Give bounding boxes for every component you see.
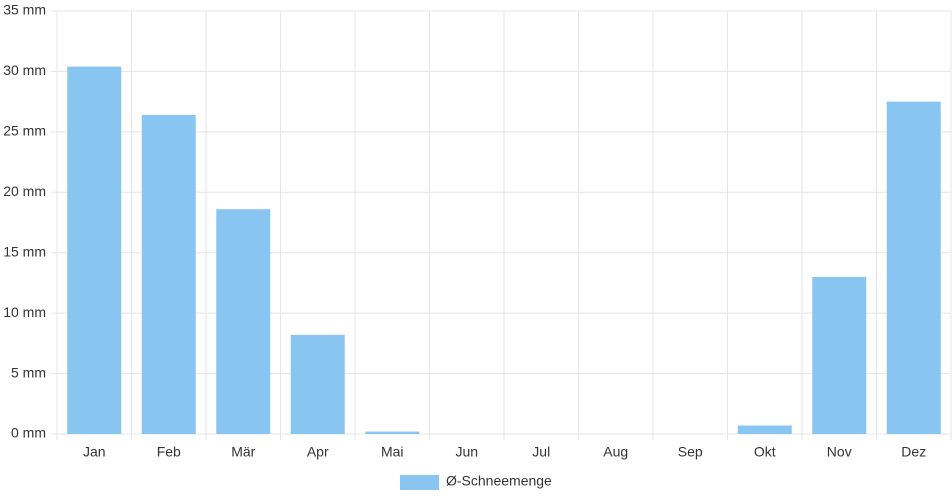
- x-tick-label: Aug: [603, 444, 628, 460]
- y-tick-label: 15 mm: [3, 243, 46, 259]
- legend-swatch: [400, 475, 439, 490]
- bar: [216, 209, 271, 434]
- x-tick-label: Jul: [532, 444, 550, 460]
- x-tick-label: Feb: [157, 444, 181, 460]
- y-tick-label: 10 mm: [3, 304, 46, 320]
- bar: [141, 114, 196, 435]
- legend-label: Ø-Schneemenge: [446, 473, 552, 489]
- y-tick-label: 30 mm: [3, 62, 46, 78]
- y-tick-label: 5 mm: [11, 364, 46, 380]
- y-tick-label: 35 mm: [3, 2, 46, 18]
- bar: [737, 425, 792, 434]
- x-tick-label: Okt: [754, 444, 776, 460]
- x-tick-label: Nov: [827, 444, 852, 460]
- bar: [886, 101, 941, 435]
- y-tick-label: 0 mm: [11, 425, 46, 441]
- bar: [67, 66, 122, 434]
- x-tick-label: Jan: [83, 444, 106, 460]
- bar: [290, 334, 345, 434]
- bar: [365, 431, 420, 434]
- x-tick-label: Sep: [678, 444, 703, 460]
- y-tick-label: 20 mm: [3, 183, 46, 199]
- bar: [812, 276, 867, 434]
- x-tick-label: Mär: [231, 444, 255, 460]
- x-tick-label: Jun: [455, 444, 478, 460]
- x-tick-label: Apr: [307, 444, 329, 460]
- y-tick-label: 25 mm: [3, 123, 46, 139]
- x-tick-label: Dez: [901, 444, 926, 460]
- x-tick-label: Mai: [381, 444, 404, 460]
